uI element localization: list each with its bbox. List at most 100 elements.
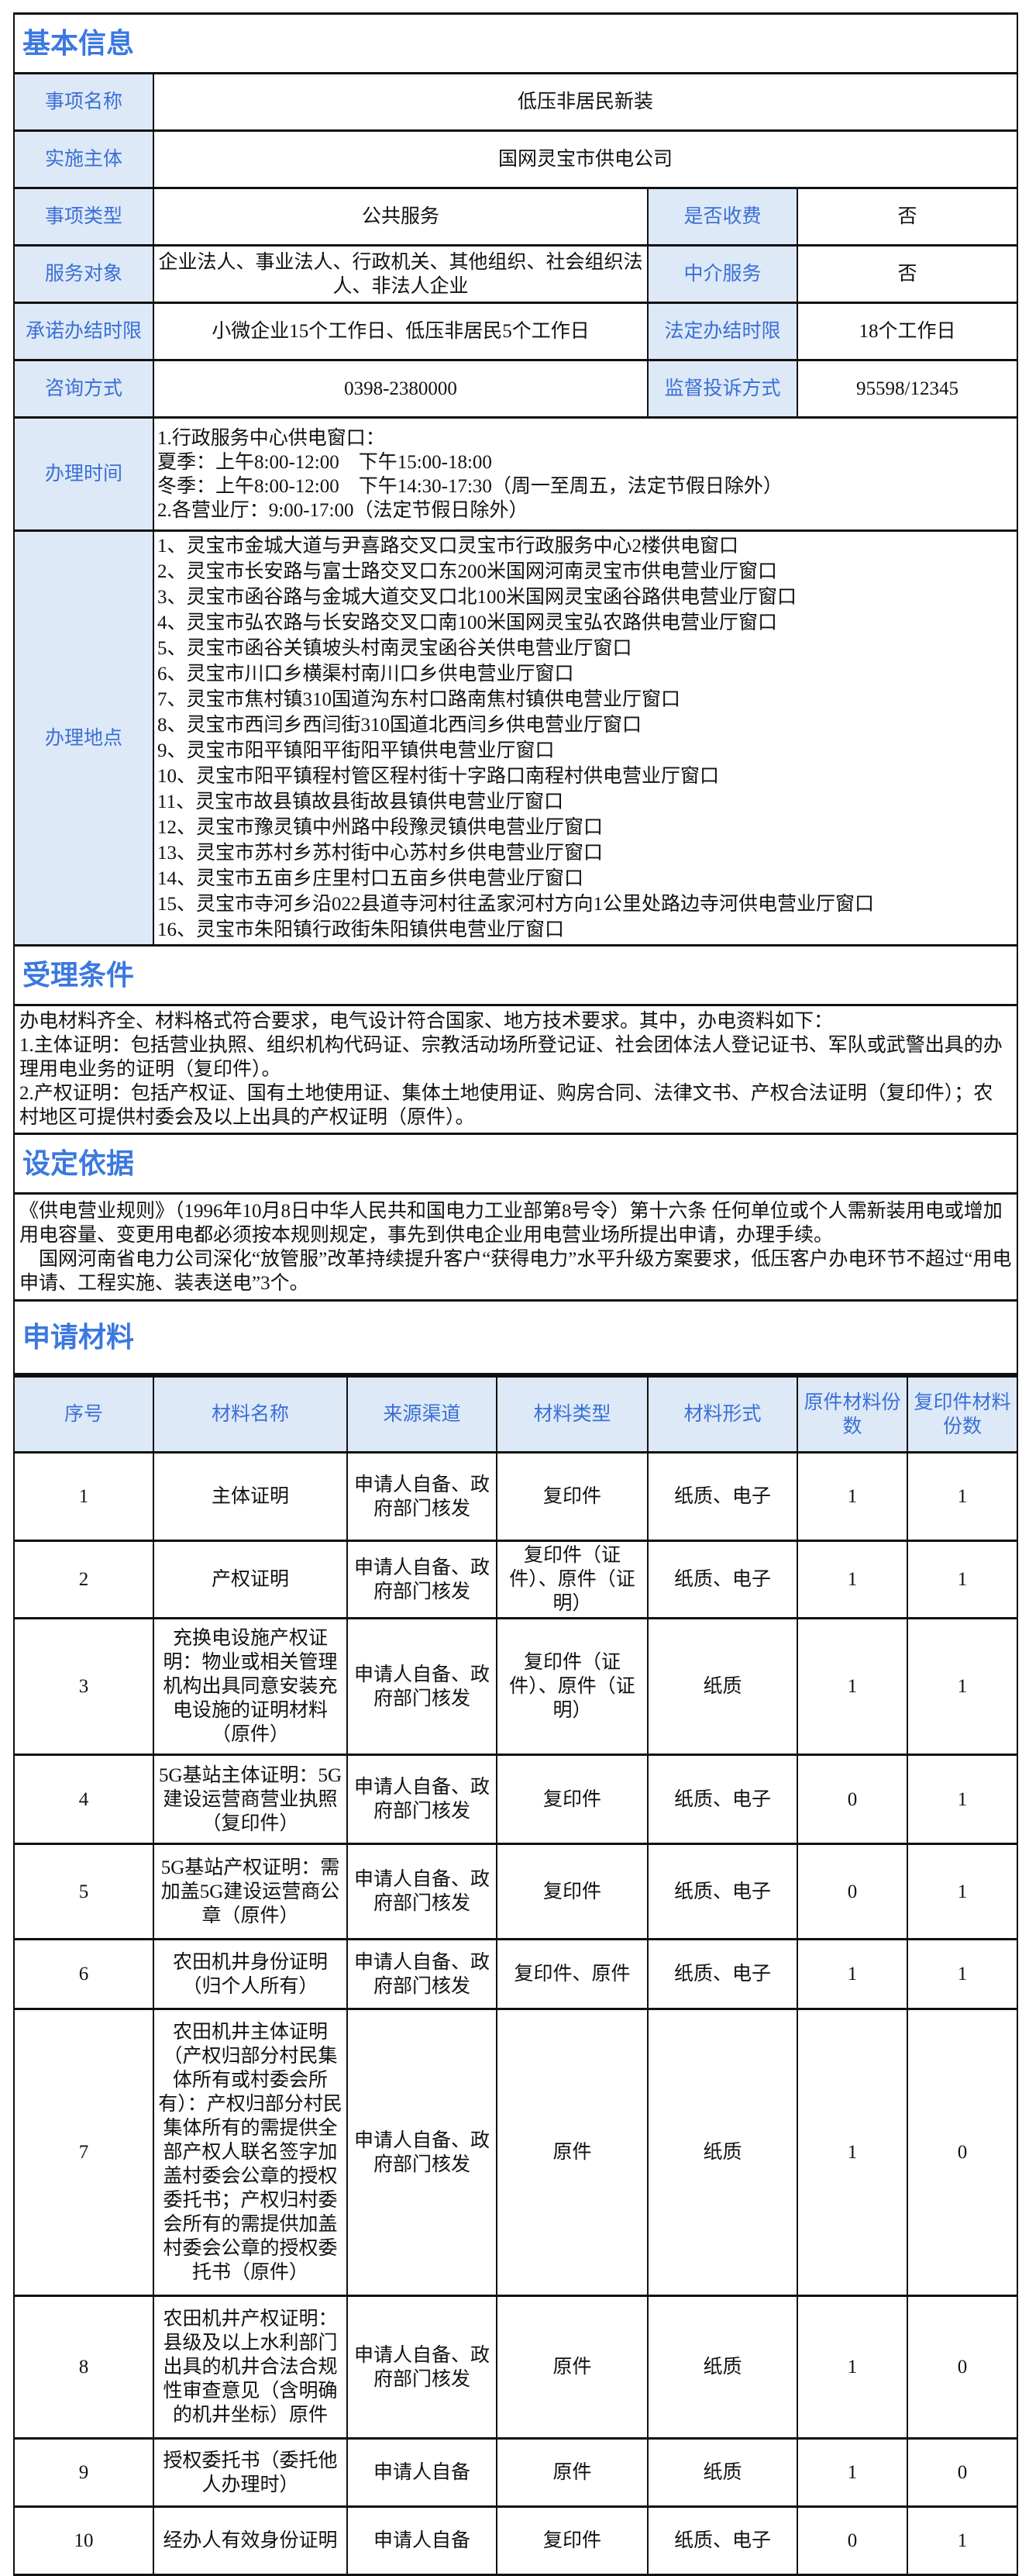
material-form: 纸质、电子: [647, 2505, 798, 2576]
material-original-count: 0: [797, 1843, 908, 1940]
material-index: 4: [13, 1754, 154, 1845]
material-form: 纸质、电子: [647, 1938, 798, 2010]
material-type: 复印件: [496, 2505, 649, 2576]
material-original-count: 1: [797, 2008, 908, 2297]
material-form: 纸质: [647, 2437, 798, 2508]
material-source: 申请人自备: [346, 2505, 497, 2576]
header-original-count: 原件材料份数: [797, 1375, 908, 1454]
material-form: 纸质、电子: [647, 1540, 798, 1619]
material-name: 农田机井产权证明：县级及以上水利部门出具的机井合法合规性审查意见（含明确的机井坐…: [153, 2295, 348, 2440]
basis-text: 《供电营业规则》（1996年10月8日中华人民共和国电力工业部第8号令）第十六条…: [12, 1192, 1019, 1302]
section-title-materials: 申请材料: [12, 1299, 1019, 1375]
material-source: 申请人自备: [346, 2437, 497, 2508]
material-name: 农田机井身份证明（归个人所有）: [153, 1938, 348, 2010]
header-form: 材料形式: [647, 1375, 798, 1454]
material-source: 申请人自备、政府部门核发: [346, 1617, 497, 1756]
agency-value: 国网灵宝市供电公司: [152, 129, 1019, 189]
section-title-basis: 设定依据: [12, 1133, 1019, 1195]
material-name: 经办人有效身份证明: [153, 2505, 348, 2576]
material-form: 纸质、电子: [647, 1843, 798, 1940]
type-label: 事项类型: [13, 187, 154, 247]
material-name: 授权委托书（委托他人办理时）: [153, 2437, 348, 2508]
material-form: 纸质、电子: [647, 1754, 798, 1845]
material-index: 6: [13, 1938, 154, 2010]
legal-time-value: 18个工作日: [796, 302, 1019, 361]
material-source: 申请人自备、政府部门核发: [346, 2008, 497, 2297]
material-name: 主体证明: [153, 1451, 348, 1542]
hours-label: 办理时间: [13, 416, 154, 532]
agency-label: 实施主体: [13, 129, 154, 189]
material-row: 10 经办人有效身份证明 申请人自备 复印件 纸质、电子 0 1: [13, 2505, 1018, 2576]
material-source: 申请人自备、政府部门核发: [346, 1938, 497, 2010]
material-name: 充换电设施产权证明：物业或相关管理机构出具同意安装充电设施的证明材料（原件）: [153, 1617, 348, 1756]
material-row: 6 农田机井身份证明（归个人所有） 申请人自备、政府部门核发 复印件、原件 纸质、电子 1…: [13, 1938, 1018, 2010]
material-copy-count: 0: [907, 2008, 1018, 2297]
promised-time-value: 小微企业15个工作日、低压非居民5个工作日: [153, 302, 649, 361]
material-copy-count: 0: [907, 2295, 1018, 2440]
material-index: 10: [13, 2505, 154, 2576]
conditions-text: 办电材料齐全、材料格式符合要求，电气设计符合国家、地方技术要求。其中，办电资料如…: [12, 1004, 1019, 1135]
complaint-label: 监督投诉方式: [647, 359, 798, 419]
material-type: 原件: [496, 2008, 649, 2297]
section-title-basic: 基本信息: [12, 12, 1019, 74]
material-copy-count: 1: [907, 2505, 1018, 2576]
material-source: 申请人自备、政府部门核发: [346, 1754, 497, 1845]
item-name-value: 低压非居民新装: [152, 72, 1019, 132]
material-row: 8 农田机井产权证明：县级及以上水利部门出具的机井合法合规性审查意见（含明确的机井…: [13, 2295, 1018, 2440]
intermediary-value: 否: [796, 244, 1019, 304]
material-original-count: 1: [797, 1617, 908, 1756]
legal-time-label: 法定办结时限: [647, 302, 798, 361]
material-original-count: 1: [797, 2437, 908, 2508]
material-source: 申请人自备、政府部门核发: [346, 1540, 497, 1619]
material-type: 复印件: [496, 1843, 649, 1940]
header-name: 材料名称: [153, 1375, 348, 1454]
service-guide: 基本信息 事项名称 低压非居民新装 实施主体 国网灵宝市供电公司 事项类型 公共…: [12, 12, 1019, 2576]
material-copy-count: 1: [907, 1451, 1018, 1542]
basic-info-table: 基本信息 事项名称 低压非居民新装 实施主体 国网灵宝市供电公司 事项类型 公共…: [12, 12, 1019, 1375]
material-row: 5 5G基站产权证明：需加盖5G建设运营商公章（原件） 申请人自备、政府部门核发 复印…: [13, 1843, 1018, 1940]
material-row: 9 授权委托书（委托他人办理时） 申请人自备 原件 纸质 1 0: [13, 2437, 1018, 2508]
material-name: 农田机井主体证明（产权归部分村民集体所有或村委会所有）：产权归部分村民集体所有的…: [153, 2008, 348, 2297]
material-source: 申请人自备、政府部门核发: [346, 1843, 497, 1940]
material-original-count: 1: [797, 1540, 908, 1619]
material-original-count: 1: [797, 1938, 908, 2010]
fee-label: 是否收费: [647, 187, 798, 247]
material-copy-count: 1: [907, 1938, 1018, 2010]
material-index: 7: [13, 2008, 154, 2297]
material-type: 原件: [496, 2295, 649, 2440]
material-form: 纸质: [647, 2295, 798, 2440]
material-row: 7 农田机井主体证明（产权归部分村民集体所有或村委会所有）：产权归部分村民集体所有…: [13, 2008, 1018, 2297]
header-copy-count: 复印件材料份数: [907, 1375, 1018, 1454]
material-type: 复印件: [496, 1451, 649, 1542]
material-copy-count: 0: [907, 2437, 1018, 2508]
hours-value: 1.行政服务中心供电窗口： 夏季：上午8:00-12:00 下午15:00-18…: [152, 416, 1019, 532]
material-row: 4 5G基站主体证明：5G建设运营商营业执照（复印件） 申请人自备、政府部门核发 复印…: [13, 1754, 1018, 1845]
material-source: 申请人自备、政府部门核发: [346, 1451, 497, 1542]
material-form: 纸质: [647, 1617, 798, 1756]
material-name: 5G基站主体证明：5G建设运营商营业执照（复印件）: [153, 1754, 348, 1845]
material-index: 5: [13, 1843, 154, 1940]
material-type: 复印件（证件）、原件（证明）: [496, 1540, 649, 1619]
type-value: 公共服务: [153, 187, 649, 247]
item-name-label: 事项名称: [13, 72, 154, 132]
material-index: 1: [13, 1451, 154, 1542]
fee-value: 否: [796, 187, 1019, 247]
header-source: 来源渠道: [346, 1375, 497, 1454]
material-type: 复印件: [496, 1754, 649, 1845]
material-type: 原件: [496, 2437, 649, 2508]
locations-list: 1、灵宝市金城大道与尹喜路交叉口灵宝市行政服务中心2楼供电窗口 2、灵宝市长安路…: [152, 529, 1019, 947]
material-index: 9: [13, 2437, 154, 2508]
section-title-conditions: 受理条件: [12, 944, 1019, 1006]
material-form: 纸质: [647, 2008, 798, 2297]
material-source: 申请人自备、政府部门核发: [346, 2295, 497, 2440]
consult-phone: 0398-2380000: [153, 359, 649, 419]
intermediary-label: 中介服务: [647, 244, 798, 304]
target-label: 服务对象: [13, 244, 154, 304]
material-copy-count: 1: [907, 1843, 1018, 1940]
material-copy-count: 1: [907, 1617, 1018, 1756]
consult-label: 咨询方式: [13, 359, 154, 419]
material-index: 2: [13, 1540, 154, 1619]
promised-time-label: 承诺办结时限: [13, 302, 154, 361]
material-copy-count: 1: [907, 1540, 1018, 1619]
material-original-count: 0: [797, 1754, 908, 1845]
